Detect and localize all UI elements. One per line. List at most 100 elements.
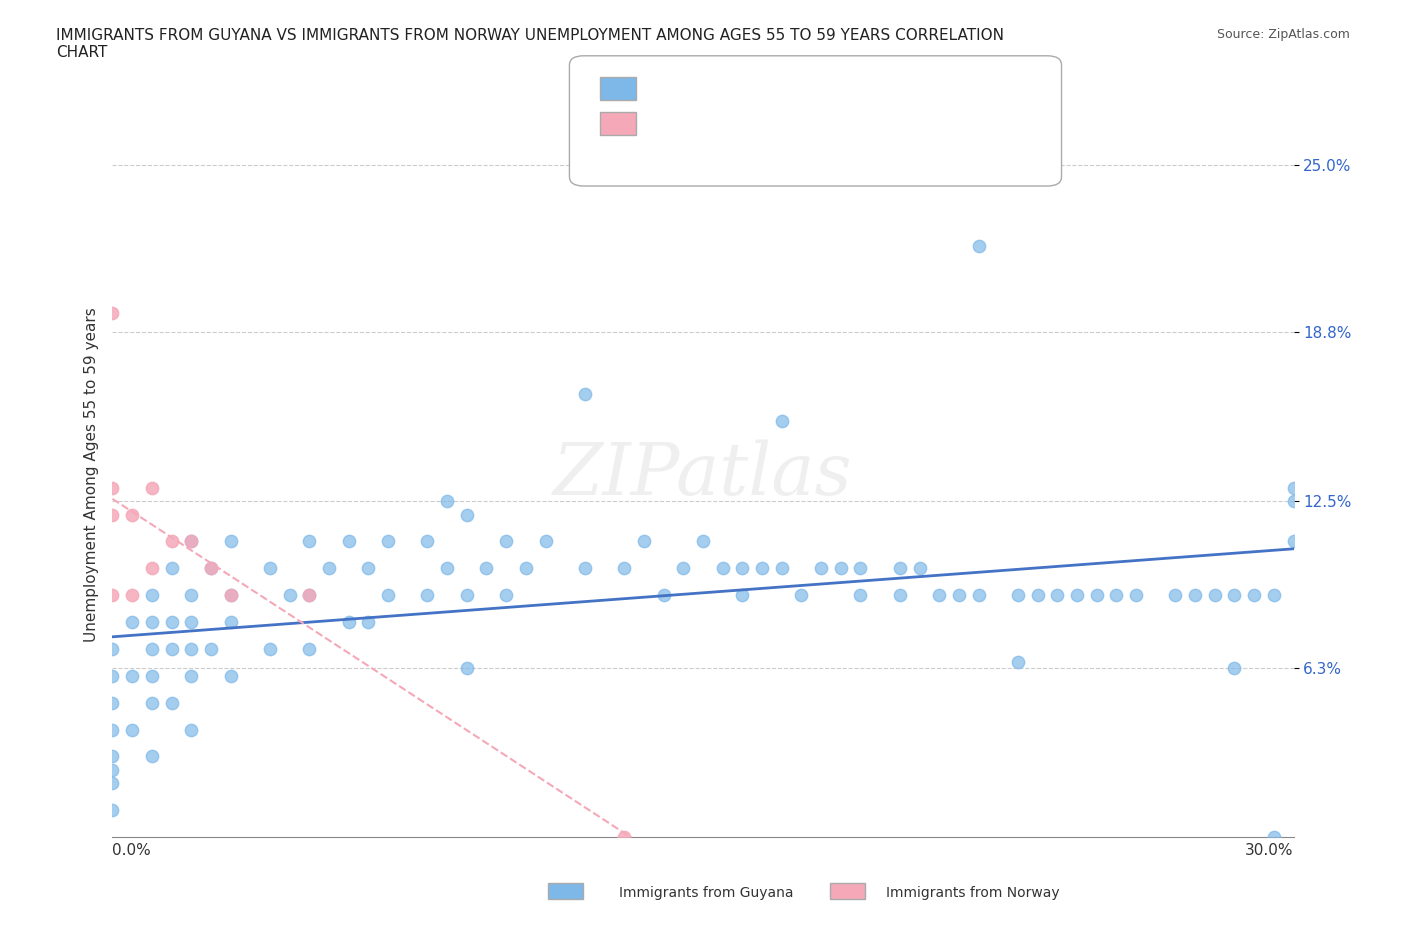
Point — [141, 669, 163, 684]
Text: N =: N = — [759, 81, 793, 96]
Point — [298, 534, 321, 549]
Point — [1243, 588, 1265, 603]
Point — [515, 561, 537, 576]
Point — [1026, 588, 1049, 603]
Point — [298, 588, 321, 603]
Point — [770, 561, 793, 576]
Point — [889, 588, 911, 603]
Point — [908, 561, 931, 576]
Point — [534, 534, 557, 549]
Text: -0.178: -0.178 — [689, 115, 744, 130]
Point — [259, 561, 281, 576]
Point — [101, 642, 124, 657]
Point — [889, 561, 911, 576]
Point — [180, 588, 202, 603]
Point — [180, 534, 202, 549]
Point — [357, 615, 380, 630]
Point — [1164, 588, 1187, 603]
Point — [495, 534, 517, 549]
Text: N =: N = — [759, 115, 793, 130]
Point — [652, 588, 675, 603]
Point — [456, 588, 478, 603]
Point — [928, 588, 950, 603]
Text: 0.115: 0.115 — [689, 81, 737, 96]
Text: Source: ZipAtlas.com: Source: ZipAtlas.com — [1216, 28, 1350, 41]
Point — [849, 588, 872, 603]
Point — [633, 534, 655, 549]
Point — [219, 588, 242, 603]
Point — [141, 642, 163, 657]
Text: Immigrants from Norway: Immigrants from Norway — [886, 885, 1059, 900]
Point — [1263, 588, 1285, 603]
Point — [101, 776, 124, 790]
Point — [495, 588, 517, 603]
Point — [1282, 480, 1305, 495]
Point — [259, 642, 281, 657]
Point — [200, 561, 222, 576]
Point — [1263, 830, 1285, 844]
Point — [790, 588, 813, 603]
Point — [1184, 588, 1206, 603]
Point — [357, 561, 380, 576]
Point — [141, 696, 163, 711]
Point — [101, 480, 124, 495]
Point — [180, 534, 202, 549]
Point — [278, 588, 301, 603]
Point — [751, 561, 773, 576]
Point — [1282, 494, 1305, 509]
Point — [180, 615, 202, 630]
Point — [948, 588, 970, 603]
Point — [731, 588, 754, 603]
Point — [967, 588, 990, 603]
Point — [830, 561, 852, 576]
Text: Immigrants from Guyana: Immigrants from Guyana — [619, 885, 793, 900]
Point — [475, 561, 498, 576]
Point — [219, 615, 242, 630]
Point — [1223, 660, 1246, 675]
Text: 102: 102 — [801, 81, 834, 96]
Point — [160, 534, 183, 549]
Point — [1066, 588, 1088, 603]
Point — [1204, 588, 1226, 603]
Point — [200, 642, 222, 657]
Point — [377, 534, 399, 549]
Point — [101, 763, 124, 777]
Point — [121, 507, 143, 522]
Point — [416, 588, 439, 603]
Point — [101, 803, 124, 817]
Point — [318, 561, 340, 576]
Point — [101, 669, 124, 684]
Point — [200, 561, 222, 576]
Point — [160, 615, 183, 630]
Point — [101, 507, 124, 522]
Text: R =: R = — [647, 115, 681, 130]
Point — [574, 561, 596, 576]
Point — [692, 534, 714, 549]
Point — [1105, 588, 1128, 603]
Point — [337, 615, 360, 630]
Point — [160, 642, 183, 657]
Text: 14: 14 — [813, 115, 834, 130]
Point — [436, 494, 458, 509]
Text: 0.0%: 0.0% — [112, 844, 152, 858]
Point — [101, 306, 124, 321]
Point — [141, 480, 163, 495]
Point — [101, 588, 124, 603]
Text: 30.0%: 30.0% — [1246, 844, 1294, 858]
Point — [1223, 588, 1246, 603]
Point — [436, 561, 458, 576]
Point — [141, 561, 163, 576]
Point — [613, 830, 636, 844]
Point — [121, 615, 143, 630]
Y-axis label: Unemployment Among Ages 55 to 59 years: Unemployment Among Ages 55 to 59 years — [83, 307, 98, 642]
Point — [1007, 655, 1029, 670]
Point — [298, 642, 321, 657]
Point — [101, 749, 124, 764]
Point — [121, 722, 143, 737]
Point — [672, 561, 695, 576]
Point — [219, 588, 242, 603]
Point — [731, 561, 754, 576]
Point — [1007, 588, 1029, 603]
Point — [849, 561, 872, 576]
Point — [141, 588, 163, 603]
